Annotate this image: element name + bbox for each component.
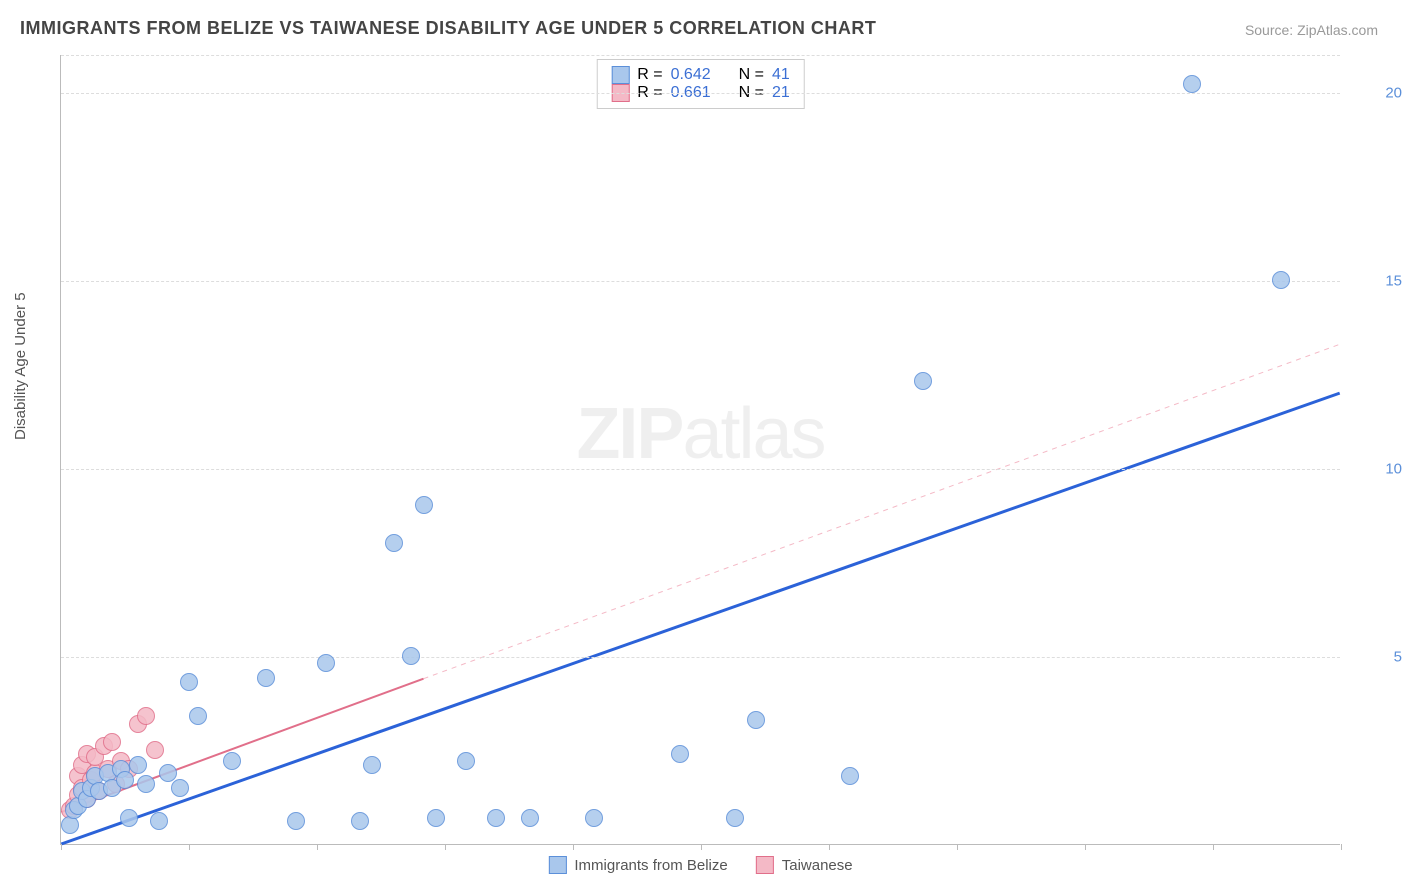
x-tick bbox=[957, 844, 958, 850]
source-label: Source: bbox=[1245, 22, 1293, 38]
data-point-belize bbox=[415, 496, 433, 514]
chart-title: IMMIGRANTS FROM BELIZE VS TAIWANESE DISA… bbox=[20, 18, 876, 39]
source-link[interactable]: ZipAtlas.com bbox=[1297, 22, 1378, 38]
series-legend: Immigrants from Belize Taiwanese bbox=[548, 856, 852, 874]
data-point-belize bbox=[257, 669, 275, 687]
trend-lines bbox=[61, 55, 1340, 844]
data-point-belize bbox=[747, 711, 765, 729]
gridline bbox=[61, 281, 1340, 282]
swatch-taiwanese-icon bbox=[756, 856, 774, 874]
data-point-belize bbox=[159, 764, 177, 782]
data-point-belize bbox=[841, 767, 859, 785]
data-point-belize bbox=[457, 752, 475, 770]
data-point-belize bbox=[585, 809, 603, 827]
data-point-belize bbox=[402, 647, 420, 665]
plot-area: ZIPatlas R = 0.642 N = 41 R = 0.661 N = … bbox=[60, 55, 1340, 845]
data-point-taiwanese bbox=[137, 707, 155, 725]
data-point-belize bbox=[363, 756, 381, 774]
data-point-taiwanese bbox=[103, 733, 121, 751]
y-axis-label: Disability Age Under 5 bbox=[12, 292, 29, 440]
legend-item-belize: Immigrants from Belize bbox=[548, 856, 727, 874]
data-point-belize bbox=[726, 809, 744, 827]
y-tick-label: 5 bbox=[1347, 648, 1402, 665]
data-point-belize bbox=[180, 673, 198, 691]
x-tick bbox=[61, 844, 62, 850]
gridline bbox=[61, 469, 1340, 470]
data-point-belize bbox=[116, 771, 134, 789]
data-point-belize bbox=[171, 779, 189, 797]
data-point-belize bbox=[137, 775, 155, 793]
swatch-belize-icon bbox=[548, 856, 566, 874]
legend-row-belize: R = 0.642 N = 41 bbox=[611, 66, 790, 84]
x-tick bbox=[1213, 844, 1214, 850]
gridline bbox=[61, 657, 1340, 658]
y-tick-label: 10 bbox=[1347, 460, 1402, 477]
x-tick bbox=[701, 844, 702, 850]
data-point-belize bbox=[150, 812, 168, 830]
data-point-belize bbox=[287, 812, 305, 830]
data-point-belize bbox=[427, 809, 445, 827]
gridline bbox=[61, 93, 1340, 94]
swatch-belize-icon bbox=[611, 66, 629, 84]
y-tick-label: 20 bbox=[1347, 84, 1402, 101]
data-point-belize bbox=[189, 707, 207, 725]
data-point-belize bbox=[351, 812, 369, 830]
source-attribution: Source: ZipAtlas.com bbox=[1245, 22, 1378, 38]
data-point-belize bbox=[487, 809, 505, 827]
data-point-belize bbox=[223, 752, 241, 770]
data-point-belize bbox=[317, 654, 335, 672]
correlation-legend: R = 0.642 N = 41 R = 0.661 N = 21 bbox=[596, 59, 805, 109]
chart-container: IMMIGRANTS FROM BELIZE VS TAIWANESE DISA… bbox=[0, 0, 1406, 892]
data-point-belize bbox=[120, 809, 138, 827]
legend-item-taiwanese: Taiwanese bbox=[756, 856, 853, 874]
data-point-belize bbox=[1272, 271, 1290, 289]
x-tick bbox=[829, 844, 830, 850]
y-tick-label: 15 bbox=[1347, 272, 1402, 289]
data-point-belize bbox=[1183, 75, 1201, 93]
data-point-belize bbox=[521, 809, 539, 827]
data-point-belize bbox=[671, 745, 689, 763]
x-tick bbox=[1341, 844, 1342, 850]
data-point-belize bbox=[385, 534, 403, 552]
data-point-belize bbox=[129, 756, 147, 774]
gridline bbox=[61, 55, 1340, 56]
watermark: ZIPatlas bbox=[576, 393, 824, 475]
x-tick bbox=[573, 844, 574, 850]
data-point-taiwanese bbox=[146, 741, 164, 759]
x-tick bbox=[1085, 844, 1086, 850]
data-point-belize bbox=[914, 372, 932, 390]
x-tick bbox=[317, 844, 318, 850]
x-tick bbox=[189, 844, 190, 850]
x-tick bbox=[445, 844, 446, 850]
